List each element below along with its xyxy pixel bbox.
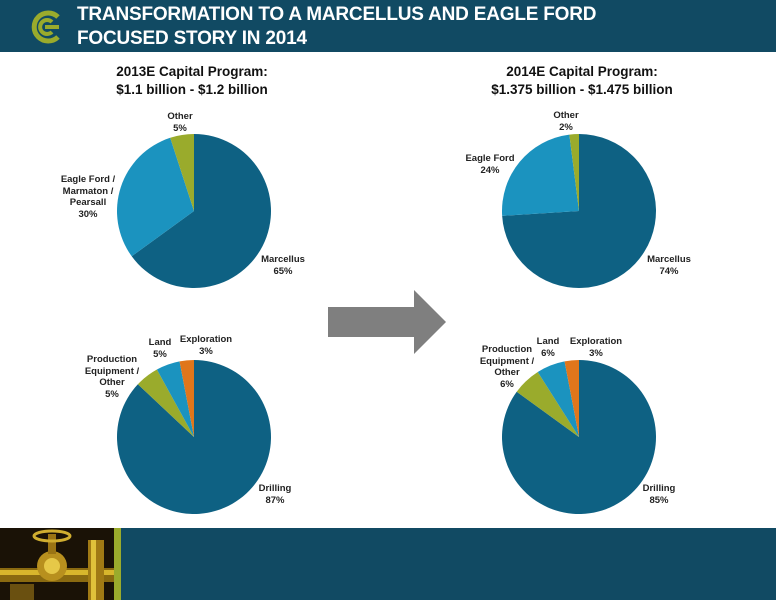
c1-label-eagle-line-1: Eagle Ford /	[60, 174, 116, 185]
c2-label-other: Other 2%	[546, 110, 586, 133]
c1-label-marcellus: Marcellus 65%	[255, 254, 311, 277]
c4-label-land: Land 6%	[528, 336, 568, 359]
c2-label-other-pct: 2%	[559, 121, 573, 133]
c3-label-drilling-name: Drilling	[258, 483, 292, 494]
c1-label-eagle-pct: 30%	[78, 208, 98, 220]
c3-label-production-pct: 5%	[105, 388, 119, 400]
c1-label-other: Other 5%	[160, 111, 200, 134]
pie-slice-exploration	[179, 360, 194, 437]
c4-label-production-pct: 6%	[500, 378, 514, 390]
c3-label-land-name: Land	[148, 337, 172, 348]
pie-slice-other	[569, 134, 579, 211]
c3-label-land-pct: 5%	[153, 348, 167, 360]
c1-label-marcellus-name: Marcellus	[261, 254, 305, 265]
footer-accent-stripe	[114, 528, 121, 600]
c3-label-drilling-pct: 87%	[265, 494, 285, 506]
c1-label-eagle-line-3: Pearsall	[69, 197, 107, 208]
program-title-2014-line-2: $1.375 billion - $1.475 billion	[491, 82, 673, 97]
program-title-2014: 2014E Capital Program: $1.375 billion - …	[470, 63, 694, 99]
page-title-line-1: TRANSFORMATION TO A MARCELLUS AND EAGLE …	[77, 4, 597, 25]
c2-label-other-name: Other	[553, 110, 579, 121]
c1-label-eagle-line-2: Marmaton /	[62, 185, 114, 197]
c1-label-other-pct: 5%	[173, 122, 187, 134]
pie-slice-exploration	[564, 360, 579, 437]
c4-label-production: Production Equipment / Other 6%	[474, 344, 540, 390]
c3-label-exploration-pct: 3%	[199, 345, 213, 357]
header-bar	[0, 0, 776, 52]
c1-label-marcellus-pct: 65%	[273, 265, 293, 277]
c3-label-drilling: Drilling 87%	[252, 483, 298, 506]
program-title-2013: 2013E Capital Program: $1.1 billion - $1…	[92, 63, 292, 99]
c3-label-production-line-1: Production	[86, 354, 138, 365]
pie-slice-land	[537, 361, 579, 437]
c3-label-production-line-2: Equipment /	[84, 365, 140, 377]
pie-slice-drilling	[502, 359, 657, 514]
pie-slice-other	[170, 134, 194, 211]
pie-slice-production-equipment-other	[516, 371, 579, 437]
c3-label-exploration: Exploration 3%	[176, 334, 236, 357]
c2-label-marcellus-pct: 74%	[659, 265, 679, 277]
pie-slice-marcellus	[502, 134, 656, 288]
c4-label-drilling: Drilling 85%	[636, 483, 682, 506]
c2-label-eagle-pct: 24%	[480, 164, 500, 176]
footer-bar	[0, 528, 776, 600]
c2-label-marcellus-name: Marcellus	[647, 254, 691, 265]
pie-slice-marcellus	[131, 134, 272, 288]
pie-slice-eagle-ford-marmaton-pearsall	[117, 137, 194, 257]
c4-label-production-line-1: Production	[481, 344, 533, 355]
pie-chart-2014-categories	[502, 359, 657, 514]
c3-label-production-line-3: Other	[99, 377, 125, 388]
c2-label-eagle-name: Eagle Ford	[465, 153, 515, 164]
c3-label-land: Land 5%	[140, 337, 180, 360]
c4-label-production-line-3: Other	[494, 367, 520, 378]
c1-label-eagle-ford: Eagle Ford / Marmaton / Pearsall 30%	[48, 174, 128, 220]
program-title-2014-line-1: 2014E Capital Program:	[506, 64, 658, 79]
pie-slice-drilling	[117, 360, 272, 514]
c2-label-eagle-ford: Eagle Ford 24%	[460, 153, 520, 176]
c4-label-land-pct: 6%	[541, 347, 555, 359]
c4-label-exploration-name: Exploration	[569, 336, 623, 347]
c3-label-production: Production Equipment / Other 5%	[78, 354, 146, 400]
c4-label-land-name: Land	[536, 336, 560, 347]
pie-chart-2013-categories	[117, 360, 272, 514]
pie-chart-2014-regions	[501, 134, 656, 288]
program-title-2013-line-1: 2013E Capital Program:	[116, 64, 268, 79]
page-title-line-2: FOCUSED STORY IN 2014	[77, 28, 307, 49]
program-title-2013-line-2: $1.1 billion - $1.2 billion	[116, 82, 268, 97]
c1-label-other-name: Other	[167, 111, 193, 122]
pie-slice-eagle-ford	[501, 134, 579, 216]
c4-label-exploration: Exploration 3%	[566, 336, 626, 359]
right-arrow-icon	[328, 290, 446, 354]
pie-chart-2013-regions	[117, 134, 272, 288]
c4-label-exploration-pct: 3%	[589, 347, 603, 359]
pie-slice-production-equipment-other	[137, 369, 194, 437]
page-title: TRANSFORMATION TO A MARCELLUS AND EAGLE …	[77, 3, 597, 51]
c4-label-drilling-pct: 85%	[649, 494, 669, 506]
company-logo-icon	[31, 10, 60, 44]
c4-label-production-line-2: Equipment /	[479, 355, 535, 367]
c2-label-marcellus: Marcellus 74%	[641, 254, 697, 277]
pie-slice-land	[156, 361, 194, 437]
c4-label-drilling-name: Drilling	[642, 483, 676, 494]
pipeline-valve-image	[0, 528, 114, 600]
c3-label-exploration-name: Exploration	[179, 334, 233, 345]
